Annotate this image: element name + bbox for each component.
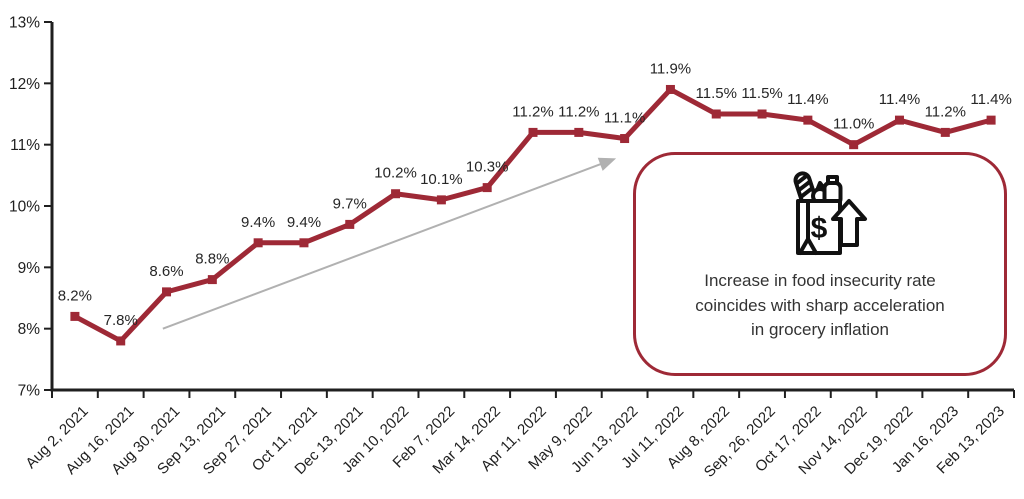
- data-point-marker: [345, 219, 355, 229]
- y-axis-label: 8%: [18, 321, 41, 338]
- data-point-marker: [391, 189, 401, 199]
- data-point-label: 11.4%: [879, 91, 920, 108]
- data-point-label: 8.2%: [58, 287, 92, 304]
- data-point-label: 9.7%: [333, 195, 367, 212]
- data-point-label: 11.9%: [650, 60, 691, 77]
- data-point-marker: [711, 109, 721, 119]
- data-point-label: 9.4%: [241, 214, 275, 231]
- data-point-label: 11.2%: [558, 103, 599, 120]
- data-point-marker: [116, 336, 126, 346]
- data-point-marker: [70, 311, 80, 321]
- data-point-label: 11.2%: [925, 103, 966, 120]
- data-point-label: 8.6%: [149, 263, 183, 280]
- data-point-label: 11.4%: [787, 91, 828, 108]
- data-point-marker: [528, 127, 538, 137]
- y-axis-label: 10%: [9, 199, 40, 216]
- data-point-label: 9.4%: [287, 214, 321, 231]
- data-point-marker: [620, 134, 630, 144]
- data-point-marker: [894, 115, 904, 125]
- data-point-label: 10.2%: [374, 165, 417, 182]
- trend-arrow-line: [162, 160, 608, 330]
- callout-line-1: Increase in food insecurity rate: [704, 271, 936, 290]
- data-point-marker: [207, 275, 217, 285]
- dollar-sign: $: [811, 212, 828, 245]
- y-axis-label: 12%: [9, 76, 40, 93]
- trend-arrow-head: [597, 157, 617, 171]
- grocery-bag-price-up-icon: $: [793, 171, 867, 255]
- callout-text: Increase in food insecurity rate coincid…: [695, 269, 944, 343]
- data-point-label: 11.4%: [970, 91, 1011, 108]
- callout-line-3: in grocery inflation: [751, 320, 889, 339]
- data-point-marker: [482, 183, 492, 193]
- data-point-marker: [986, 115, 996, 125]
- callout-line-2: coincides with sharp acceleration: [695, 295, 945, 315]
- data-point-label: 11.2%: [512, 103, 553, 120]
- grocery-inflation-callout: $ Increase in food insecurity rate coinc…: [633, 152, 1007, 376]
- data-point-label: 10.3%: [466, 159, 509, 176]
- data-point-marker: [757, 109, 767, 119]
- data-point-label: 7.8%: [104, 312, 138, 329]
- data-point-label: 11.1%: [604, 110, 645, 127]
- data-point-marker: [253, 238, 263, 248]
- data-point-marker: [849, 140, 859, 150]
- data-point-label: 10.1%: [420, 171, 463, 188]
- data-point-marker: [436, 195, 446, 205]
- data-point-marker: [665, 84, 675, 94]
- y-axis-label: 9%: [18, 260, 41, 277]
- y-axis-label: 11%: [10, 137, 40, 154]
- data-point-marker: [574, 127, 584, 137]
- data-point-label: 11.5%: [741, 85, 782, 102]
- y-axis-label: 7%: [18, 383, 41, 400]
- grocery-bag-icon: [796, 199, 842, 255]
- data-point-marker: [162, 287, 172, 297]
- data-point-marker: [299, 238, 309, 248]
- data-point-label: 11.5%: [696, 85, 737, 102]
- up-arrow-icon: [831, 199, 867, 247]
- data-point-label: 8.8%: [195, 251, 229, 268]
- data-point-marker: [940, 127, 950, 137]
- data-point-marker: [803, 115, 813, 125]
- data-point-label: 11.0%: [833, 116, 874, 133]
- y-axis-label: 13%: [9, 15, 40, 32]
